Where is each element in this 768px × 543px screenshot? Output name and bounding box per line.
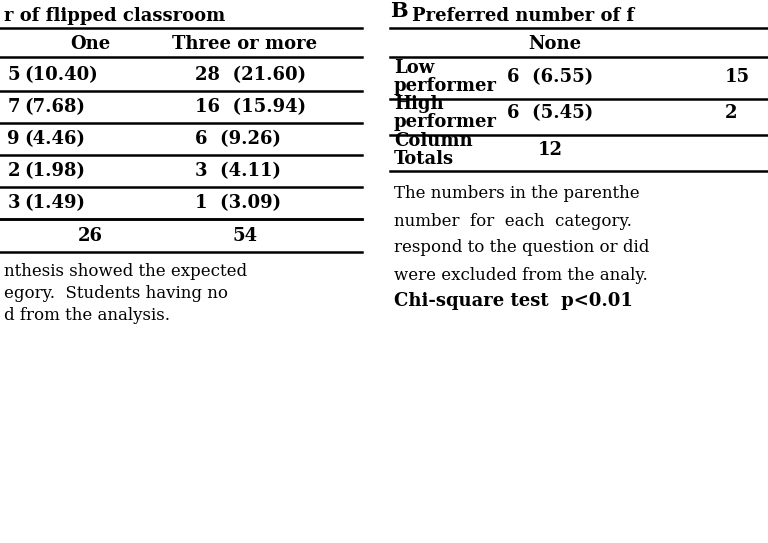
Text: Three or more: Three or more: [173, 35, 317, 53]
Text: 15: 15: [725, 68, 750, 86]
Text: 6  (9.26): 6 (9.26): [195, 130, 281, 148]
Text: d from the analysis.: d from the analysis.: [4, 307, 170, 325]
Text: 3: 3: [8, 194, 20, 212]
Text: 7: 7: [8, 98, 20, 116]
Text: performer: performer: [394, 77, 497, 95]
Text: 3  (4.11): 3 (4.11): [195, 162, 281, 180]
Text: r of flipped classroom: r of flipped classroom: [4, 7, 225, 25]
Text: 12: 12: [538, 141, 562, 159]
Text: (1.98): (1.98): [24, 162, 85, 180]
Text: 5: 5: [8, 66, 20, 84]
Text: 26: 26: [78, 227, 102, 245]
Text: nthesis showed the expected: nthesis showed the expected: [4, 262, 247, 280]
Text: (10.40): (10.40): [24, 66, 98, 84]
Text: (1.49): (1.49): [24, 194, 85, 212]
Text: 54: 54: [233, 227, 257, 245]
Text: 9: 9: [8, 130, 20, 148]
Text: 6  (6.55): 6 (6.55): [507, 68, 593, 86]
Text: (7.68): (7.68): [24, 98, 85, 116]
Text: Preferred number of f: Preferred number of f: [412, 7, 634, 25]
Text: 6  (5.45): 6 (5.45): [507, 104, 593, 122]
Text: Totals: Totals: [394, 150, 454, 168]
Text: egory.  Students having no: egory. Students having no: [4, 286, 228, 302]
Text: (4.46): (4.46): [24, 130, 85, 148]
Text: 16  (15.94): 16 (15.94): [195, 98, 306, 116]
Text: One: One: [70, 35, 110, 53]
Text: Low: Low: [394, 59, 434, 77]
Text: None: None: [528, 35, 581, 53]
Text: The numbers in the parenthe: The numbers in the parenthe: [394, 185, 640, 201]
Text: respond to the question or did: respond to the question or did: [394, 239, 650, 256]
Text: High: High: [394, 95, 444, 113]
Text: number  for  each  category.: number for each category.: [394, 212, 632, 230]
Text: performer: performer: [394, 113, 497, 131]
Text: Column: Column: [394, 132, 472, 150]
Text: were excluded from the analy.: were excluded from the analy.: [394, 267, 647, 283]
Text: 2: 2: [725, 104, 737, 122]
Text: B: B: [390, 1, 408, 21]
Text: 28  (21.60): 28 (21.60): [195, 66, 306, 84]
Text: 2: 2: [8, 162, 20, 180]
Text: Chi-square test  p<0.01: Chi-square test p<0.01: [394, 292, 633, 310]
Text: 1  (3.09): 1 (3.09): [195, 194, 281, 212]
